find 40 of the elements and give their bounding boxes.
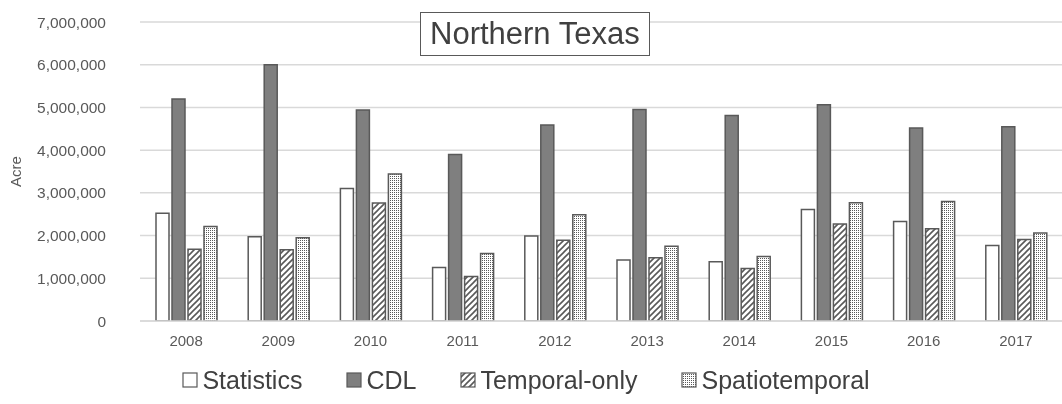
bar bbox=[800, 208, 816, 321]
y-tick-label: 2,000,000 bbox=[37, 227, 107, 245]
bar bbox=[924, 227, 940, 321]
bar bbox=[892, 220, 908, 321]
bar bbox=[908, 127, 924, 321]
bar bbox=[355, 109, 371, 321]
y-tick-label: 7,000,000 bbox=[37, 13, 107, 31]
y-tick-label: 5,000,000 bbox=[37, 98, 107, 116]
legend-label: CDL bbox=[366, 365, 417, 395]
bar bbox=[463, 275, 479, 321]
bar bbox=[371, 202, 387, 321]
legend-label: Spatiotemporal bbox=[701, 365, 870, 395]
y-axis-title: Acre bbox=[7, 156, 25, 187]
y-tick-label: 3,000,000 bbox=[37, 184, 107, 202]
y-tick-label: 4,000,000 bbox=[37, 141, 107, 159]
x-tick-label: 2016 bbox=[907, 331, 941, 349]
x-tick-label: 2017 bbox=[999, 331, 1033, 349]
bar bbox=[447, 153, 463, 321]
bar bbox=[832, 223, 848, 321]
x-tick-label: 2009 bbox=[261, 331, 295, 349]
bar bbox=[387, 173, 403, 321]
chart-title: Northern Texas bbox=[420, 12, 650, 56]
bar bbox=[339, 187, 355, 321]
y-tick-label: 1,000,000 bbox=[37, 269, 107, 287]
bar bbox=[940, 200, 956, 321]
x-tick-label: 2011 bbox=[446, 331, 479, 349]
legend-label: Statistics bbox=[202, 365, 303, 395]
y-tick-label: 6,000,000 bbox=[37, 56, 107, 74]
x-tick-label: 2013 bbox=[630, 331, 664, 349]
x-tick-label: 2015 bbox=[814, 331, 849, 349]
x-tick-label: 2008 bbox=[169, 331, 203, 349]
bar bbox=[816, 104, 832, 321]
bar bbox=[848, 201, 864, 321]
bar bbox=[431, 266, 447, 321]
bar bbox=[479, 252, 495, 321]
y-tick-label: 0 bbox=[97, 312, 107, 330]
x-tick-label: 2014 bbox=[722, 331, 756, 349]
x-tick-label: 2012 bbox=[538, 331, 572, 349]
x-tick-label: 2010 bbox=[353, 331, 388, 349]
legend-label: Temporal-only bbox=[480, 365, 638, 395]
